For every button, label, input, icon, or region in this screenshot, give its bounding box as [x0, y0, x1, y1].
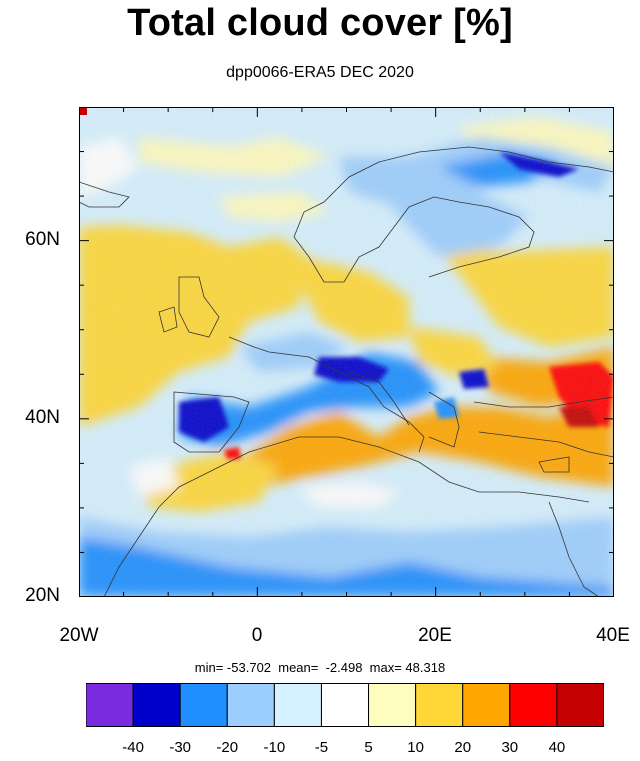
- longitude-label: 0: [251, 625, 263, 646]
- colorbar-label: -20: [216, 739, 239, 756]
- colorbar-bin: [86, 683, 134, 727]
- colorbar-label: 10: [407, 739, 424, 756]
- colorbar-bin: [132, 683, 181, 727]
- colorbar-bin: [462, 683, 511, 727]
- map-subtitle: dpp0066-ERA5 DEC 2020: [226, 64, 414, 81]
- colorbar-label: -10: [263, 739, 286, 756]
- latitude-label: 20N: [25, 585, 60, 606]
- latitude-label: 40N: [25, 407, 60, 428]
- colorbar-bin: [226, 683, 275, 727]
- map-title: Total cloud cover [%]: [127, 2, 513, 44]
- colorbar-bin: [415, 683, 464, 727]
- colorbar: [86, 683, 604, 727]
- latitude-label: 60N: [25, 229, 60, 250]
- colorbar-label: 20: [454, 739, 472, 756]
- colorbar-label: -40: [122, 739, 144, 756]
- map-statistics: min= -53.702 mean= -2.498 max= 48.318: [194, 660, 446, 675]
- colorbar-label: 5: [364, 739, 373, 756]
- colorbar-label: 30: [501, 739, 519, 756]
- longitude-label: 40E: [596, 625, 630, 646]
- map-ticks: [79, 107, 614, 597]
- colorbar-label: -5: [314, 739, 329, 756]
- colorbar-label: -30: [169, 739, 192, 756]
- cloud-cover-map: [79, 107, 614, 597]
- anomaly-field: [79, 107, 614, 597]
- colorbar-bin: [368, 683, 417, 727]
- coastlines: [79, 146, 614, 597]
- longitude-label: 20W: [59, 625, 99, 646]
- colorbar-label: 40: [548, 739, 566, 756]
- colorbar-bin: [320, 683, 370, 727]
- colorbar-bin: [556, 683, 604, 727]
- longitude-label: 20E: [418, 625, 452, 646]
- colorbar-bin: [509, 683, 558, 727]
- colorbar-bin: [273, 683, 322, 727]
- colorbar-bin: [179, 683, 228, 727]
